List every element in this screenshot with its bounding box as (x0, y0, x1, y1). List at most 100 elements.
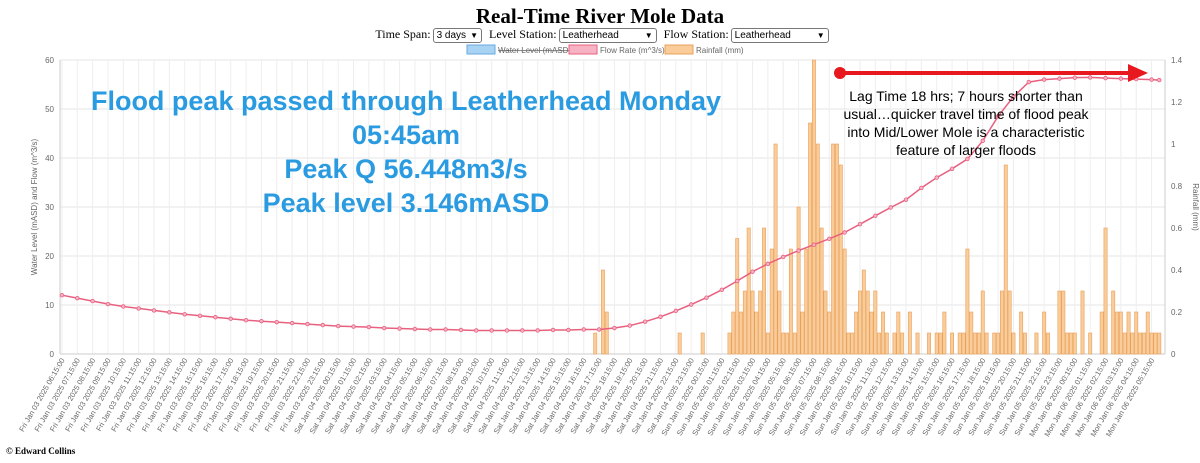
flow-rate-point (781, 254, 786, 260)
flow-rate-point (811, 242, 817, 247)
rainfall-bar (842, 248, 847, 355)
legend-swatch-flow-rate[interactable] (568, 44, 598, 55)
peak-annotation-line-4: Peak level 3.146mASD (263, 188, 550, 218)
peak-annotation-line-3: Peak Q 56.448m3/s (284, 154, 527, 184)
left-axis: 0 10 20 30 40 50 60 (45, 56, 54, 359)
level-station-select[interactable]: Leatherhead ▼ (558, 27, 657, 43)
legend-swatch-water-level[interactable] (466, 44, 496, 55)
rainfall-bar (781, 332, 786, 355)
flow-rate-point (443, 327, 448, 332)
rainfall-bar (792, 332, 797, 355)
time-span-value: 3 days (436, 29, 467, 41)
rainfall-bar (950, 332, 954, 355)
rainfall-bar (984, 332, 989, 355)
rainfall-bar (754, 311, 759, 355)
flow-rate-point (228, 316, 233, 321)
flow-rate-point (504, 328, 510, 333)
y-tick-label-right: 1.2 (1171, 98, 1183, 107)
flow-rate-point (765, 261, 771, 267)
flow-station-select[interactable]: Leatherhead ▼ (730, 27, 829, 43)
rainfall-bar (831, 143, 836, 355)
rainfall-bar (1065, 332, 1070, 355)
flow-rate-point (520, 328, 525, 333)
y-tick-label-right: 1 (1171, 140, 1176, 149)
flow-rate-point (136, 306, 141, 311)
rainfall-bar (1130, 332, 1135, 355)
rainfall-bar (762, 227, 766, 355)
flow-rate-point (351, 324, 356, 329)
rainfall-bar (980, 290, 985, 355)
peak-annotation-line-1: Flood peak passed through Leatherhead Mo… (91, 86, 721, 116)
rainfall-bars (593, 59, 1162, 355)
flow-rate-point (1118, 76, 1124, 81)
rainfall-bar (1042, 311, 1047, 355)
rainfall-bar (892, 332, 897, 355)
y-tick-label-left: 0 (50, 350, 55, 359)
rainfall-bar (788, 248, 793, 355)
rainfall-bar (881, 311, 885, 355)
chevron-down-icon: ▼ (816, 30, 825, 40)
flow-rate-point (719, 287, 725, 293)
legend-swatch-rainfall[interactable] (664, 44, 694, 55)
y-tick-label-right: 0.2 (1171, 308, 1183, 317)
flow-rate-point (458, 327, 464, 333)
rainfall-bar (769, 248, 774, 355)
y-tick-label-left: 50 (45, 105, 54, 114)
rainfall-bar (973, 332, 978, 355)
rainfall-bar (600, 269, 605, 355)
time-span-select[interactable]: 3 days ▼ (432, 27, 482, 43)
flow-rate-point (1157, 77, 1162, 83)
rainfall-bar (765, 332, 770, 355)
y-tick-label-right: 0.4 (1171, 266, 1183, 275)
flow-rate-point (550, 327, 556, 333)
y-tick-label-right: 0.6 (1171, 224, 1183, 233)
lag-annotation-line-3: into Mid/Lower Mole is a characteristic (847, 124, 1084, 140)
rainfall-bar (800, 311, 805, 355)
rainfall-bar (992, 332, 997, 355)
rainfall-bar (1099, 311, 1104, 355)
rainfall-bar (884, 332, 889, 355)
legend-label-rainfall[interactable]: Rainfall (mm) (696, 46, 744, 55)
flow-station-value: Leatherhead (734, 29, 791, 41)
flow-rate-point (105, 301, 111, 307)
flow-rate-point (1041, 77, 1047, 82)
rainfall-bar (746, 227, 751, 355)
flow-rate-point (734, 278, 740, 284)
flow-rate-point (673, 308, 679, 314)
rainfall-bar (846, 332, 851, 355)
rainfall-bar (739, 311, 743, 355)
flow-station-label: Flow Station: (663, 27, 729, 41)
rainfall-bar (808, 122, 813, 355)
flow-rate-point (197, 313, 203, 318)
y-tick-label-left: 30 (45, 203, 54, 212)
flow-rate-point (704, 295, 709, 300)
legend-label-flow-rate[interactable]: Flow Rate (m^3/s) (600, 46, 665, 55)
flow-rate-point (627, 323, 632, 328)
rainfall-bar (1011, 332, 1016, 355)
chevron-down-icon: ▼ (470, 30, 478, 40)
flow-rate-point (1149, 77, 1154, 82)
legend: Water Level (mASD) Flow Rate (m^3/s) Rai… (466, 44, 744, 55)
legend-label-water-level[interactable]: Water Level (mASD) (498, 46, 571, 55)
lag-time-arrow (834, 64, 1148, 82)
rainfall-bar (1122, 332, 1127, 355)
flow-rate-point (980, 138, 985, 144)
rainfall-bar (900, 332, 905, 355)
flow-rate-point (1011, 94, 1016, 99)
rainfall-bar (731, 311, 736, 355)
flow-rate-point (167, 310, 172, 315)
y-axis-title-left: Water Level (mASD) and Flow (m^3/s) (30, 138, 39, 275)
flow-rate-point (382, 325, 387, 331)
rainfall-bar (1141, 332, 1146, 355)
flow-rate-point (75, 295, 80, 301)
rainfall-bar (773, 143, 778, 355)
rainfall-bar (1069, 332, 1073, 355)
rainfall-bar (796, 206, 801, 355)
flow-rate-point (305, 321, 310, 327)
flow-rate-point (965, 156, 970, 162)
flow-rate-point (151, 308, 157, 313)
rainfall-bar (1080, 290, 1085, 355)
y-tick-label-left: 40 (45, 154, 54, 163)
rainfall-bar (927, 332, 931, 355)
